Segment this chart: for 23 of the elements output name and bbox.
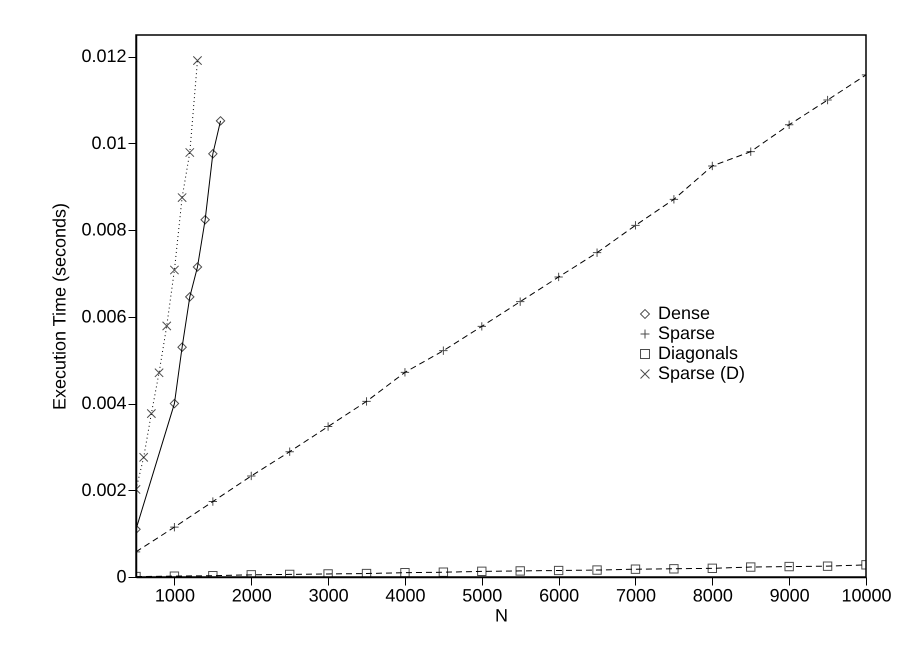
y-tick-label: 0.012 (81, 46, 126, 66)
y-tick-label: 0.006 (81, 306, 126, 326)
x-tick-label: 4000 (385, 586, 426, 606)
y-tick-label: 0 (116, 566, 126, 586)
legend-label: Dense (658, 303, 710, 323)
x-tick-label: 6000 (539, 586, 580, 606)
x-tick-label: 9000 (770, 586, 810, 606)
x-axis-title: N (495, 606, 508, 626)
x-tick-label: 2000 (232, 586, 272, 606)
x-tick-label: 8000 (692, 586, 733, 606)
x-tick-label: 5000 (462, 586, 502, 606)
y-tick-label: 0.004 (81, 393, 126, 414)
y-tick-label: 0.008 (81, 220, 126, 240)
x-tick-label: 10000 (841, 586, 892, 606)
y-axis-title: Execution Time (seconds) (49, 202, 70, 410)
legend-label: Sparse (D) (658, 363, 746, 383)
legend-label: Sparse (658, 323, 716, 343)
legend-label: Diagonals (658, 343, 738, 363)
x-tick-label: 1000 (154, 586, 195, 606)
y-tick-label: 0.002 (81, 480, 126, 500)
x-tick-label: 7000 (616, 586, 656, 606)
x-tick-label: 3000 (308, 586, 349, 606)
y-tick-label: 0.01 (91, 132, 126, 153)
